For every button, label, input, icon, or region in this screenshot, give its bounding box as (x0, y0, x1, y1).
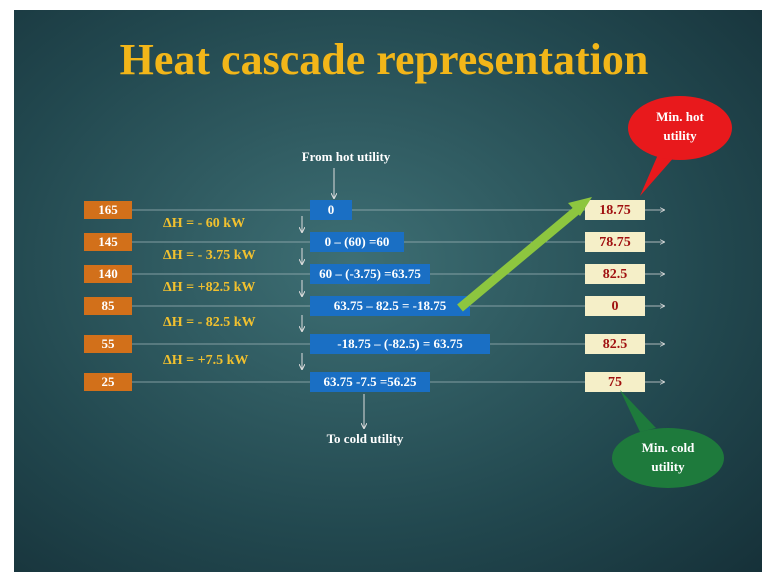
temperature: 55 (102, 336, 116, 351)
cascade-box (310, 372, 430, 392)
cascade-text: -18.75 – (-82.5) = 63.75 (337, 336, 463, 351)
hot-callout-text: Min. hot (656, 109, 704, 124)
temperature-box (84, 265, 132, 283)
green-arrowhead (568, 197, 592, 216)
result: 0 (612, 299, 619, 314)
temperature: 85 (102, 298, 116, 313)
result-box (585, 372, 645, 392)
title: Heat cascade representation (120, 35, 649, 84)
hot-callout-text: utility (663, 128, 697, 143)
cold-callout-text: utility (651, 459, 685, 474)
delta-h: ΔH = - 82.5 kW (163, 315, 256, 330)
rows: 165 0 18.75 145 0 – (60) =60 78.75 140 60 – (-3… (84, 200, 664, 392)
delta-h: ΔH = +7.5 kW (163, 353, 248, 368)
cascade-box (310, 200, 352, 220)
result-box (585, 200, 645, 220)
cascade-text: 0 (328, 202, 335, 217)
hot-pointer (640, 150, 676, 196)
delta-h: ΔH = - 60 kW (163, 216, 245, 231)
result-box (585, 296, 645, 316)
temperature-box (84, 297, 132, 315)
to-label: To cold utility (327, 431, 404, 446)
green-arrow (457, 202, 585, 312)
cold-pointer (620, 390, 656, 432)
result: 18.75 (599, 203, 631, 218)
cascade-box (310, 264, 430, 284)
delta-h: ΔH = +82.5 kW (163, 280, 255, 295)
result: 75 (608, 375, 622, 390)
cascade-text: 63.75 – 82.5 = -18.75 (334, 298, 447, 313)
cascade-text: 60 – (-3.75) =63.75 (319, 266, 421, 281)
cascade-text: 63.75 -7.5 =56.25 (324, 374, 417, 389)
temperature: 145 (98, 234, 118, 249)
temperature: 165 (98, 202, 118, 217)
cascade-box (310, 296, 470, 316)
cascade-box (310, 334, 490, 354)
temperature: 25 (102, 374, 116, 389)
result-box (585, 232, 645, 252)
result: 78.75 (599, 235, 631, 250)
cold-callout-text: Min. cold (642, 440, 695, 455)
result: 82.5 (603, 337, 628, 352)
from-label: From hot utility (302, 149, 391, 164)
result: 82.5 (603, 267, 628, 282)
cascade-text: 0 – (60) =60 (325, 234, 390, 249)
result-box (585, 334, 645, 354)
temperature-box (84, 201, 132, 219)
temperature-box (84, 373, 132, 391)
cascade-box (310, 232, 404, 252)
temperature-box (84, 335, 132, 353)
temperature: 140 (98, 266, 118, 281)
cold-callout (612, 428, 724, 488)
temperature-box (84, 233, 132, 251)
hot-callout (628, 96, 732, 160)
result-box (585, 264, 645, 284)
background (14, 10, 762, 572)
delta-h: ΔH = - 3.75 kW (163, 248, 256, 263)
